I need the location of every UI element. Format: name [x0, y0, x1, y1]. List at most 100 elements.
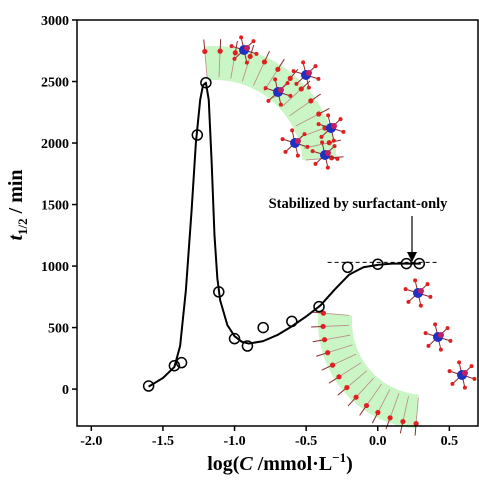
- y-label-unit: / min: [5, 169, 27, 218]
- surfactant-head: [202, 48, 208, 55]
- surfactant-head: [353, 394, 359, 400]
- surfactant-head: [320, 310, 326, 316]
- ligand-head: [448, 338, 453, 343]
- ligand-head: [313, 64, 318, 69]
- x-label-unit: /mmol·L: [253, 453, 332, 475]
- ligand-head: [294, 81, 299, 86]
- ligand-head: [332, 144, 337, 149]
- ligand-head: [325, 165, 330, 170]
- ligand-head: [278, 102, 283, 107]
- illustration: [202, 35, 477, 436]
- ligand-head: [316, 76, 321, 81]
- ligand-head: [305, 144, 310, 149]
- ligand-head: [326, 113, 331, 118]
- ligand-head: [306, 85, 311, 90]
- ligand-head: [283, 149, 288, 154]
- surfactant-tail: [204, 51, 208, 78]
- ligand-head: [280, 137, 285, 142]
- ligand-head: [447, 369, 452, 374]
- surfactant-head: [336, 374, 342, 380]
- surfactant-tail: [415, 397, 419, 424]
- cluster-core: [331, 123, 337, 129]
- surfactant-head: [232, 50, 238, 56]
- ligand-head: [457, 360, 462, 365]
- surfactant-tail: [253, 61, 265, 86]
- ligand-head: [462, 385, 467, 390]
- ligand-head: [423, 331, 428, 336]
- ligand-head: [426, 343, 431, 348]
- surfactant-tail: [355, 377, 374, 398]
- data-point: [341, 261, 354, 274]
- ligand-head: [413, 278, 418, 283]
- ligand-head: [273, 77, 278, 82]
- ligand-head: [244, 60, 249, 65]
- surfactant-head: [316, 111, 322, 117]
- y-tick-label: 500: [48, 322, 69, 337]
- ligand-head: [338, 117, 343, 122]
- y-label-sub: 1/2: [15, 218, 30, 235]
- cluster-core: [418, 288, 424, 294]
- cluster-core: [278, 87, 284, 93]
- surfactant-tail: [324, 334, 351, 341]
- y-tick-label: 1000: [41, 260, 69, 275]
- surfactant-tail: [327, 344, 353, 354]
- ligand-head: [335, 156, 340, 161]
- surfactant-head: [329, 362, 336, 368]
- ligand-head: [472, 376, 477, 381]
- surfactant-head: [247, 53, 253, 60]
- y-tick-label: 2500: [41, 76, 69, 91]
- ligand-head: [418, 303, 423, 308]
- surfactant-tail: [218, 51, 221, 78]
- x-tick-label: -1.0: [223, 434, 245, 449]
- y-tick-label: 0: [62, 383, 69, 398]
- surfactant-head: [320, 323, 326, 330]
- x-axis-label: log(C /mmol·L−1): [207, 450, 353, 475]
- surfactant-tail: [389, 393, 400, 418]
- cluster-core: [306, 70, 312, 76]
- surfactant-head: [387, 415, 393, 421]
- ligand-head: [301, 60, 306, 65]
- ligand-head: [313, 161, 318, 166]
- x-label-exp: −1: [332, 450, 346, 465]
- surfactant-head: [363, 402, 370, 409]
- surfactant-tail: [281, 88, 302, 107]
- ligand-head: [285, 81, 290, 86]
- cluster-core: [438, 332, 444, 338]
- ligand-head: [229, 44, 234, 49]
- ligand-head: [316, 122, 321, 127]
- ligand-head: [254, 51, 259, 56]
- surfactant-tail: [366, 384, 382, 406]
- annotation: Stabilized by surfactant-only: [269, 196, 449, 212]
- ligand-head: [450, 381, 455, 386]
- surfactant-tail: [323, 312, 350, 316]
- x-tick-label: 0.5: [441, 434, 459, 449]
- data-point: [168, 359, 181, 372]
- x-tick-label: -0.5: [295, 434, 317, 449]
- ligand-head: [290, 128, 295, 133]
- cluster-core: [244, 45, 250, 51]
- ligand-head: [310, 149, 315, 154]
- surfactant-tail: [377, 389, 391, 413]
- ligand-head: [291, 69, 296, 74]
- y-axis-label: t1/2 / min: [5, 169, 30, 240]
- x-tick-label: 0.0: [369, 434, 387, 449]
- cluster-core: [325, 150, 331, 156]
- surfactant-head: [275, 66, 281, 72]
- surfactant-tail: [295, 113, 319, 127]
- ligand-head: [288, 93, 293, 98]
- surfactant-head: [375, 409, 381, 416]
- surfactant-head: [217, 48, 223, 54]
- micelle-band: [318, 312, 420, 429]
- y-tick-label: 1500: [41, 199, 69, 214]
- ligand-head: [438, 347, 443, 352]
- surfactant-head: [287, 75, 293, 81]
- surfactant-head: [400, 418, 406, 425]
- surfactant-tail: [346, 370, 368, 388]
- fit-curve: [148, 81, 421, 388]
- ligand-head: [406, 299, 411, 304]
- ligand-head: [331, 138, 336, 143]
- ligand-head: [239, 35, 244, 40]
- ligand-head: [320, 140, 325, 145]
- ligand-head: [403, 287, 408, 292]
